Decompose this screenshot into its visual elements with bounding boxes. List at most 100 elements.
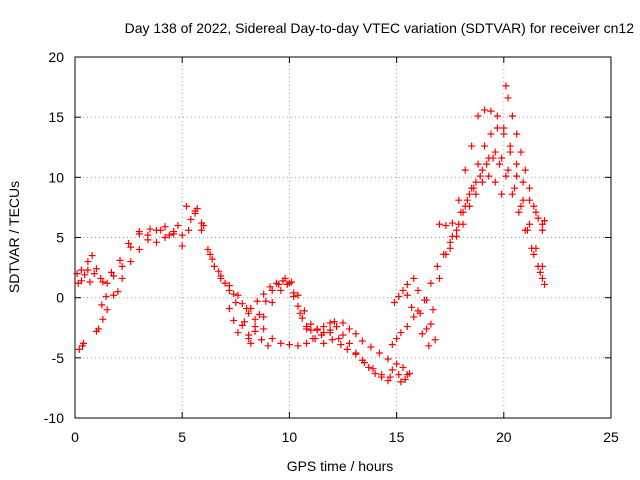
data-point: [498, 154, 506, 162]
data-point: [493, 124, 501, 132]
data-point: [81, 271, 89, 279]
data-point: [508, 190, 516, 198]
data-point: [97, 274, 105, 282]
data-point: [384, 377, 392, 385]
data-point: [478, 178, 486, 186]
data-point: [395, 371, 403, 379]
data-point: [290, 292, 298, 300]
data-point: [478, 166, 486, 174]
data-point: [483, 160, 491, 168]
data-point: [515, 208, 523, 216]
data-point: [307, 326, 315, 334]
data-point: [260, 290, 268, 298]
data-point: [511, 184, 519, 192]
y-tick-label: -5: [52, 350, 65, 366]
data-point: [536, 268, 544, 276]
data-point: [358, 356, 366, 364]
data-point: [388, 341, 396, 349]
data-point: [465, 190, 473, 198]
data-point: [245, 335, 253, 343]
data-point: [234, 329, 242, 337]
axis-ticks: 0 5 10 15 20 25 -10 -5 0 5 10 15 20: [44, 49, 619, 445]
data-point: [80, 339, 88, 347]
data-point: [425, 342, 433, 350]
data-point: [320, 323, 328, 331]
data-point: [526, 220, 534, 228]
y-tick-label: 5: [56, 230, 64, 246]
data-point: [403, 291, 411, 299]
data-point: [502, 82, 510, 90]
data-point: [461, 166, 469, 174]
data-point: [208, 255, 216, 263]
data-point: [294, 291, 302, 299]
data-point: [185, 226, 193, 234]
data-point: [99, 315, 107, 323]
data-point: [371, 369, 379, 377]
data-point: [88, 252, 96, 260]
data-point: [352, 330, 360, 338]
data-point: [247, 339, 255, 347]
data-point: [339, 331, 347, 339]
series-track-8: [390, 124, 546, 333]
x-tick-label: 15: [389, 429, 405, 445]
data-point: [339, 319, 347, 327]
data-point: [247, 304, 255, 312]
data-point: [446, 238, 454, 246]
data-point: [277, 339, 285, 347]
data-point: [135, 246, 143, 254]
data-point: [240, 318, 248, 326]
series-track-7: [388, 148, 549, 349]
data-point: [534, 262, 542, 270]
data-point: [343, 345, 351, 353]
y-tick-label: 15: [48, 109, 64, 125]
data-point: [92, 265, 100, 273]
chart-title: Day 138 of 2022, Sidereal Day-to-day VTE…: [125, 20, 635, 36]
data-point: [468, 142, 476, 150]
data-point: [193, 205, 201, 213]
data-point: [230, 290, 238, 298]
data-point: [275, 280, 283, 288]
data-point: [476, 172, 484, 180]
data-point: [416, 309, 424, 317]
data-point: [390, 298, 398, 306]
data-point: [268, 286, 276, 294]
data-point: [161, 223, 169, 231]
data-point: [502, 172, 510, 180]
data-markers: [73, 82, 549, 386]
data-point: [367, 343, 375, 351]
data-point: [110, 291, 118, 299]
data-point: [453, 226, 461, 234]
series-track-10: [446, 82, 549, 252]
data-point: [538, 226, 546, 234]
data-point: [403, 323, 411, 331]
series-track-6: [255, 274, 392, 385]
data-point: [281, 274, 289, 282]
x-tick-label: 20: [496, 429, 512, 445]
data-point: [534, 214, 542, 222]
data-point: [225, 282, 233, 290]
data-point: [74, 279, 82, 287]
data-point: [303, 325, 311, 333]
data-point: [326, 329, 334, 337]
data-point: [230, 317, 238, 325]
data-point: [255, 311, 263, 319]
data-point: [258, 336, 266, 344]
data-point: [526, 184, 534, 192]
data-point: [146, 225, 154, 233]
data-point: [174, 221, 182, 229]
data-point: [285, 341, 293, 349]
data-point: [260, 325, 268, 333]
x-tick-label: 25: [603, 429, 619, 445]
data-point: [345, 325, 353, 333]
data-point: [234, 291, 242, 299]
data-point: [506, 148, 514, 156]
data-point: [513, 160, 521, 168]
data-point: [330, 318, 338, 326]
data-point: [204, 246, 212, 254]
data-point: [538, 220, 546, 228]
data-point: [528, 244, 536, 252]
x-tick-label: 0: [71, 429, 79, 445]
data-point: [92, 327, 100, 335]
y-tick-label: 0: [56, 290, 64, 306]
data-point: [266, 283, 274, 291]
